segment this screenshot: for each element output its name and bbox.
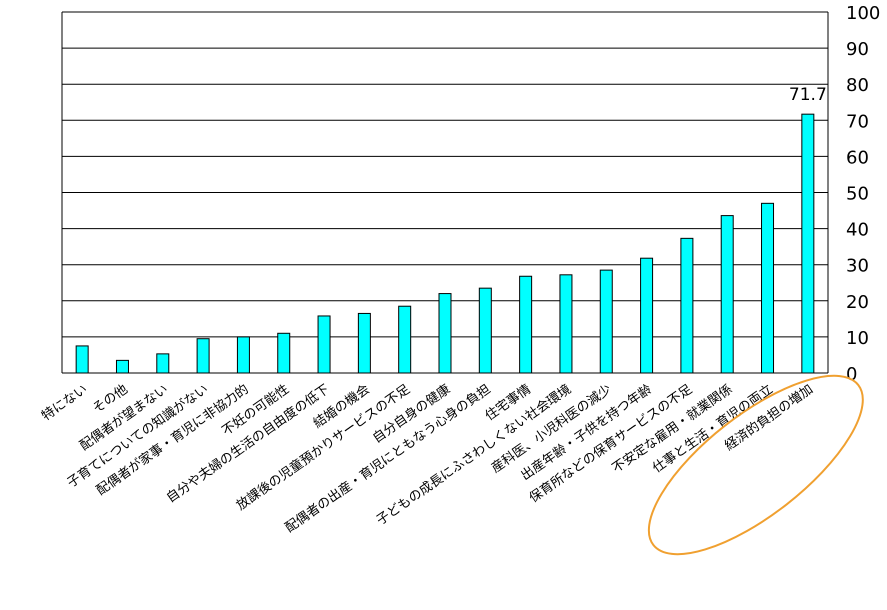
y-tick-label: 70 — [846, 111, 869, 132]
bar — [519, 275, 533, 374]
bar — [438, 293, 452, 374]
bar — [398, 305, 412, 374]
bar — [640, 257, 654, 374]
highlight-ellipse — [647, 374, 864, 556]
bar — [559, 274, 573, 374]
bar — [277, 332, 291, 374]
highlight-annotation — [647, 374, 864, 556]
y-tick-label: 30 — [846, 256, 869, 277]
bar — [75, 345, 89, 374]
bar — [478, 287, 492, 374]
bar — [720, 215, 734, 374]
y-tick-label: 100 — [846, 3, 880, 24]
y-tick-label: 10 — [846, 328, 869, 349]
bar — [761, 202, 775, 374]
bar — [599, 269, 613, 374]
bar — [115, 359, 129, 374]
y-tick-label: 20 — [846, 292, 869, 313]
bar — [357, 312, 371, 374]
bars — [75, 113, 815, 374]
y-tick-label: 90 — [846, 39, 869, 60]
category-label: 特にない — [39, 382, 90, 424]
bar — [196, 338, 210, 374]
category-labels: 特にない その他配偶者が望まない子育てについての知識がない配偶者が家事・育児に非協… — [39, 381, 816, 536]
y-tick-label: 0 — [846, 364, 857, 385]
bar — [156, 353, 170, 374]
y-tick-label: 40 — [846, 220, 869, 241]
bar — [317, 315, 331, 374]
data-labels: 71.7 — [789, 85, 827, 105]
bar — [236, 336, 250, 374]
gridlines — [62, 11, 828, 338]
bar — [801, 113, 815, 374]
y-tick-labels: 0 10 20 30 40 50 60 70 80 90 100 — [846, 3, 880, 385]
axes — [61, 12, 829, 374]
y-tick-label: 50 — [846, 184, 869, 205]
data-label: 71.7 — [789, 85, 827, 105]
bar — [680, 237, 694, 374]
y-tick-label: 80 — [846, 75, 869, 96]
y-tick-label: 60 — [846, 147, 869, 168]
